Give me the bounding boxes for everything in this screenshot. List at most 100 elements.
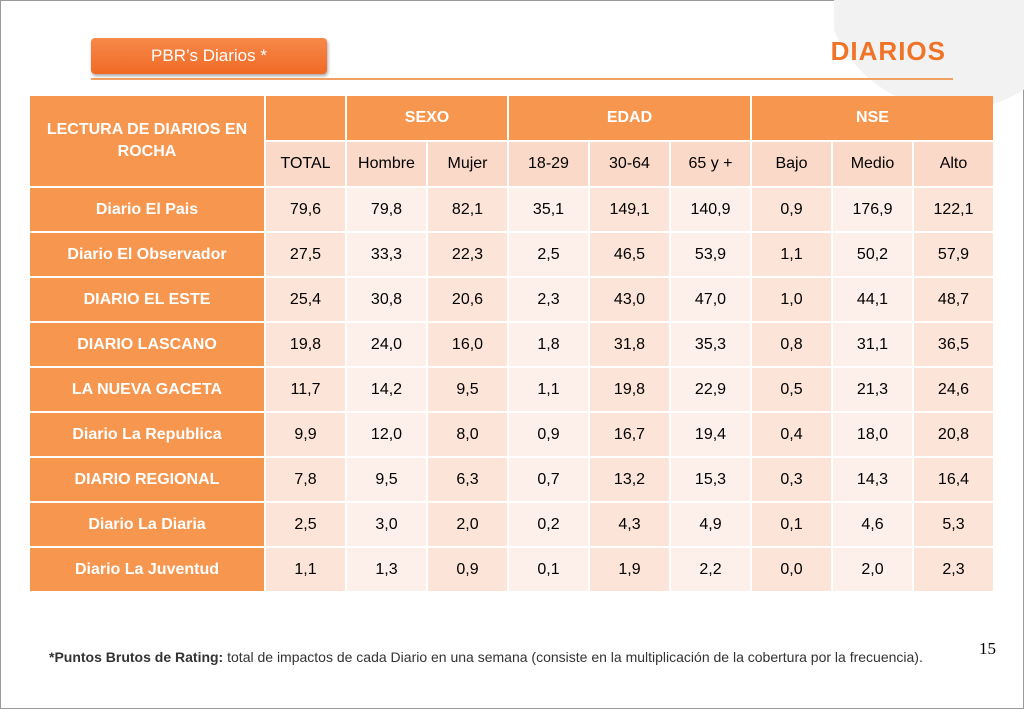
table-cell: 24,0 <box>347 323 426 366</box>
table-cell: 48,7 <box>914 278 993 321</box>
table-cell: 57,9 <box>914 233 993 276</box>
table-cell: 19,8 <box>266 323 345 366</box>
table-cell: 0,9 <box>752 188 831 231</box>
table-cell: 0,9 <box>428 548 507 591</box>
table-cell: 79,6 <box>266 188 345 231</box>
table-cell: 31,8 <box>590 323 669 366</box>
table-cell: 3,0 <box>347 503 426 546</box>
page-number: 15 <box>979 639 996 658</box>
table-cell: 8,0 <box>428 413 507 456</box>
readership-table: LECTURA DE DIARIOS EN ROCHA SEXO EDAD NS… <box>28 94 995 593</box>
table-cell: 140,9 <box>671 188 750 231</box>
table-cell: 43,0 <box>590 278 669 321</box>
column-header: 65 y + <box>671 142 750 186</box>
table-cell: 1,1 <box>752 233 831 276</box>
section-tag-button[interactable]: PBR’s Diarios * <box>91 38 327 74</box>
row-label: Diario La Diaria <box>30 503 264 546</box>
table-row: Diario El Observador 27,5 33,3 22,3 2,5 46,5 5… <box>30 233 993 276</box>
table-cell: 47,0 <box>671 278 750 321</box>
table-cell: 1,3 <box>347 548 426 591</box>
table-cell: 0,8 <box>752 323 831 366</box>
table-corner-label: LECTURA DE DIARIOS EN ROCHA <box>30 96 264 186</box>
table-row: Diario La Juventud 1,1 1,3 0,9 0,1 1,9 2,2 0,0 2… <box>30 548 993 591</box>
table-cell: 0,7 <box>509 458 588 501</box>
table-cell: 2,3 <box>914 548 993 591</box>
table-cell: 25,4 <box>266 278 345 321</box>
table-cell: 2,0 <box>833 548 912 591</box>
table-cell: 0,1 <box>509 548 588 591</box>
table-cell: 149,1 <box>590 188 669 231</box>
table-cell: 16,7 <box>590 413 669 456</box>
table-cell: 24,6 <box>914 368 993 411</box>
row-label: LA NUEVA GACETA <box>30 368 264 411</box>
table-row: DIARIO EL ESTE 25,4 30,8 20,6 2,3 43,0 47,0 1,0… <box>30 278 993 321</box>
table-cell: 122,1 <box>914 188 993 231</box>
group-header-row: LECTURA DE DIARIOS EN ROCHA SEXO EDAD NS… <box>30 96 993 186</box>
table-row: DIARIO LASCANO 19,8 24,0 16,0 1,8 31,8 35,3 0,8… <box>30 323 993 366</box>
column-header: 30-64 <box>590 142 669 186</box>
table-cell: 35,1 <box>509 188 588 231</box>
table-cell: 46,5 <box>590 233 669 276</box>
table-cell: 2,2 <box>671 548 750 591</box>
table-cell: 0,0 <box>752 548 831 591</box>
table-cell: 0,3 <box>752 458 831 501</box>
group-header-edad: EDAD <box>509 96 750 140</box>
table-cell: 2,0 <box>428 503 507 546</box>
table-cell: 6,3 <box>428 458 507 501</box>
table-cell: 9,9 <box>266 413 345 456</box>
group-header-nse: NSE <box>752 96 993 140</box>
footnote-text: total de impactos de cada Diario en una … <box>223 649 923 665</box>
footnote-term: *Puntos Brutos de Rating: <box>49 649 224 665</box>
column-header: Alto <box>914 142 993 186</box>
row-label: DIARIO REGIONAL <box>30 458 264 501</box>
column-header: Hombre <box>347 142 426 186</box>
column-header: TOTAL <box>266 142 345 186</box>
column-header: 18-29 <box>509 142 588 186</box>
table-cell: 1,1 <box>509 368 588 411</box>
column-header-row: TOTAL Hombre Mujer 18-29 30-64 65 y + Ba… <box>30 142 993 186</box>
table-row: Diario El Pais 79,6 79,8 82,1 35,1 149,1 140,9… <box>30 188 993 231</box>
table-cell: 9,5 <box>347 458 426 501</box>
row-label: DIARIO EL ESTE <box>30 278 264 321</box>
table-cell: 53,9 <box>671 233 750 276</box>
table-cell: 2,5 <box>509 233 588 276</box>
table-cell: 4,3 <box>590 503 669 546</box>
footnote: *Puntos Brutos de Rating: total de impac… <box>49 648 959 666</box>
table-cell: 14,3 <box>833 458 912 501</box>
table-cell: 20,6 <box>428 278 507 321</box>
table-cell: 0,1 <box>752 503 831 546</box>
column-header: Mujer <box>428 142 507 186</box>
row-label: Diario El Observador <box>30 233 264 276</box>
table-cell: 16,4 <box>914 458 993 501</box>
table-cell: 2,3 <box>509 278 588 321</box>
table-cell: 16,0 <box>428 323 507 366</box>
table-cell: 27,5 <box>266 233 345 276</box>
table-cell: 18,0 <box>833 413 912 456</box>
table-cell: 35,3 <box>671 323 750 366</box>
table-cell: 13,2 <box>590 458 669 501</box>
table-cell: 0,9 <box>509 413 588 456</box>
table-cell: 36,5 <box>914 323 993 366</box>
table-cell: 44,1 <box>833 278 912 321</box>
table-cell: 1,9 <box>590 548 669 591</box>
table-cell: 20,8 <box>914 413 993 456</box>
table-cell: 22,9 <box>671 368 750 411</box>
section-tag-label: PBR’s Diarios * <box>151 46 267 65</box>
table-cell: 0,5 <box>752 368 831 411</box>
table-cell: 5,3 <box>914 503 993 546</box>
table-cell: 4,6 <box>833 503 912 546</box>
table-cell: 22,3 <box>428 233 507 276</box>
table-cell: 9,5 <box>428 368 507 411</box>
row-label: Diario El Pais <box>30 188 264 231</box>
table-cell: 11,7 <box>266 368 345 411</box>
row-label: Diario La Republica <box>30 413 264 456</box>
column-header: Medio <box>833 142 912 186</box>
table-cell: 19,4 <box>671 413 750 456</box>
table-cell: 21,3 <box>833 368 912 411</box>
table-cell: 2,5 <box>266 503 345 546</box>
table-cell: 176,9 <box>833 188 912 231</box>
title-divider <box>91 78 953 80</box>
table-row: LA NUEVA GACETA 11,7 14,2 9,5 1,1 19,8 22,9 0,5… <box>30 368 993 411</box>
column-header: Bajo <box>752 142 831 186</box>
row-label: DIARIO LASCANO <box>30 323 264 366</box>
